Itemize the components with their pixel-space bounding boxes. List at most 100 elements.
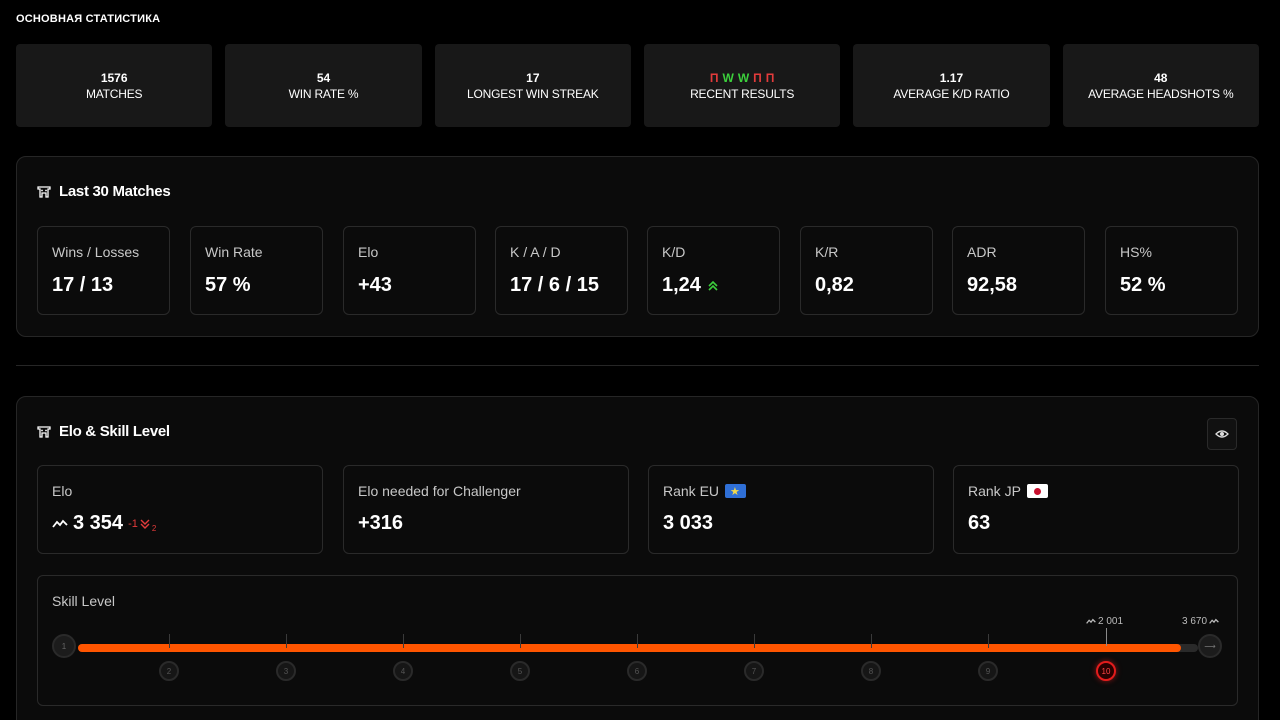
level-tick	[754, 634, 755, 648]
metric-elo: Elo +43	[343, 226, 476, 315]
elo-marker-line	[1106, 628, 1107, 646]
rank-eu-label-row: Rank EU	[663, 482, 919, 501]
divider	[16, 365, 1259, 366]
stat-average-kd: 1.17 AVERAGE K/D RATIO	[853, 44, 1050, 127]
result-item: П	[709, 70, 719, 85]
metric-kr: K/R 0,82	[800, 226, 933, 315]
faceit-icon	[37, 185, 51, 198]
trend-down-icon	[140, 519, 150, 529]
skill-level-badge: 7	[744, 661, 764, 681]
rank-jp-label: Rank JP	[968, 483, 1021, 499]
metric-label: Elo	[358, 244, 379, 260]
metric-label: K/D	[662, 244, 686, 260]
toggle-visibility-button[interactable]	[1207, 418, 1237, 450]
last-30-matches-panel: Last 30 Matches Wins / Losses 17 / 13 Wi…	[16, 156, 1259, 337]
skill-progress-fill	[78, 644, 1182, 652]
elo-delta-sub: 2	[151, 524, 157, 533]
recent-results: П W W П П	[710, 70, 775, 86]
stat-label: RECENT RESULTS	[690, 86, 795, 101]
result-item: W	[737, 70, 750, 85]
stat-longest-win-streak: 17 LONGEST WIN STREAK	[434, 44, 631, 127]
rank-eu-card: Rank EU 3 033	[648, 465, 934, 554]
metric-value: 92,58	[967, 274, 1018, 296]
skill-level-max-icon: ⟶	[1198, 634, 1222, 658]
skill-level-badge: 5	[510, 661, 530, 681]
metric-label: K / A / D	[510, 244, 561, 260]
stat-value: 48	[1154, 70, 1168, 85]
jp-flag-icon	[1026, 484, 1048, 498]
elo-trend-icon	[1086, 618, 1096, 624]
metric-label: HS%	[1120, 244, 1152, 260]
result-item: П	[753, 70, 762, 85]
skill-level-card: Skill Level 1 ⟶ 2 001 3 670 2 3 4 5 6 7 …	[37, 575, 1238, 706]
skill-level-badge: 4	[393, 661, 413, 681]
top-stats-row: 1576 MATCHES 54 WIN RATE % 17 LONGEST WI…	[16, 44, 1259, 127]
rank-jp-card: Rank JP 63	[953, 465, 1239, 554]
metric-kad: K / A / D 17 / 6 / 15	[495, 226, 628, 315]
elo-value: 3 354	[73, 512, 124, 534]
rank-eu-value: 3 033	[663, 512, 714, 534]
skill-level-label: Skill Level	[52, 593, 116, 609]
level-tick	[403, 634, 404, 648]
metric-value: +43	[358, 274, 392, 296]
elo-delta: -1 2	[128, 514, 157, 534]
challenger-card: Elo needed for Challenger +316	[343, 465, 629, 554]
elo-delta-value: -1	[128, 517, 138, 530]
stat-matches: 1576 MATCHES	[16, 44, 213, 127]
level-tick	[871, 634, 872, 648]
elo-marker-label: 2 001	[1086, 616, 1123, 627]
elo-card: Elo 3 354 -1 2	[37, 465, 323, 554]
metric-label: Win Rate	[205, 244, 263, 260]
trend-up-icon	[708, 280, 718, 291]
result-item: W	[722, 70, 734, 85]
metric-value-text: 1,24	[662, 274, 701, 296]
metric-win-rate: Win Rate 57 %	[190, 226, 323, 315]
stat-label: WIN RATE %	[288, 86, 359, 101]
elo-label: Elo	[52, 483, 73, 499]
section-title: ОСНОВНАЯ СТАТИСТИКА	[16, 13, 161, 25]
result-item: П	[765, 70, 775, 85]
level-tick	[520, 634, 521, 648]
stat-label: LONGEST WIN STREAK	[467, 86, 599, 101]
metric-value: 52 %	[1120, 274, 1166, 296]
metric-value: 1,24	[662, 274, 765, 297]
stat-value: 1576	[100, 70, 128, 85]
metric-hs: HS% 52 %	[1105, 226, 1238, 315]
metric-value: 57 %	[205, 274, 251, 296]
panel-header: Elo & Skill Level	[37, 423, 170, 440]
stat-value: 54	[316, 70, 331, 85]
metric-label: K/R	[815, 244, 839, 260]
metric-value: 0,82	[815, 274, 854, 296]
eu-flag-icon	[725, 483, 747, 501]
level-tick	[169, 634, 170, 648]
eye-icon	[1215, 430, 1229, 438]
elo-value-row: 3 354 -1 2	[52, 512, 308, 535]
skill-level-badge: 3	[276, 661, 296, 681]
elo-max-label: 3 670	[1182, 616, 1219, 627]
skill-level-badge: 6	[627, 661, 647, 681]
challenger-label: Elo needed for Challenger	[358, 483, 521, 499]
skill-level-badge: 9	[978, 661, 998, 681]
elo-trend-icon	[1209, 618, 1219, 624]
stat-average-headshots: 48 AVERAGE HEADSHOTS %	[1062, 44, 1259, 127]
elo-marker-value: 2 001	[1098, 616, 1124, 627]
panel-title: Elo & Skill Level	[59, 423, 170, 440]
metric-wins-losses: Wins / Losses 17 / 13	[37, 226, 170, 315]
stat-label: AVERAGE HEADSHOTS %	[1088, 86, 1234, 101]
metric-adr: ADR 92,58	[952, 226, 1085, 315]
rank-eu-label: Rank EU	[663, 483, 720, 499]
challenger-value: +316	[358, 512, 404, 534]
skill-progress-track	[78, 644, 1198, 652]
faceit-icon	[37, 425, 51, 438]
metric-value: 17 / 13	[52, 274, 114, 296]
metric-value: 17 / 6 / 15	[510, 274, 599, 296]
skill-level-badge-current: 10	[1096, 661, 1116, 681]
level-tick	[286, 634, 287, 648]
skill-level-start: 1	[52, 634, 76, 658]
metric-label: ADR	[967, 244, 997, 260]
elo-max-value: 3 670	[1182, 616, 1208, 627]
stat-recent-results: П W W П П RECENT RESULTS	[643, 44, 841, 127]
skill-level-badge: 8	[861, 661, 881, 681]
metric-label: Wins / Losses	[52, 244, 140, 260]
rank-jp-value: 63	[968, 512, 991, 534]
